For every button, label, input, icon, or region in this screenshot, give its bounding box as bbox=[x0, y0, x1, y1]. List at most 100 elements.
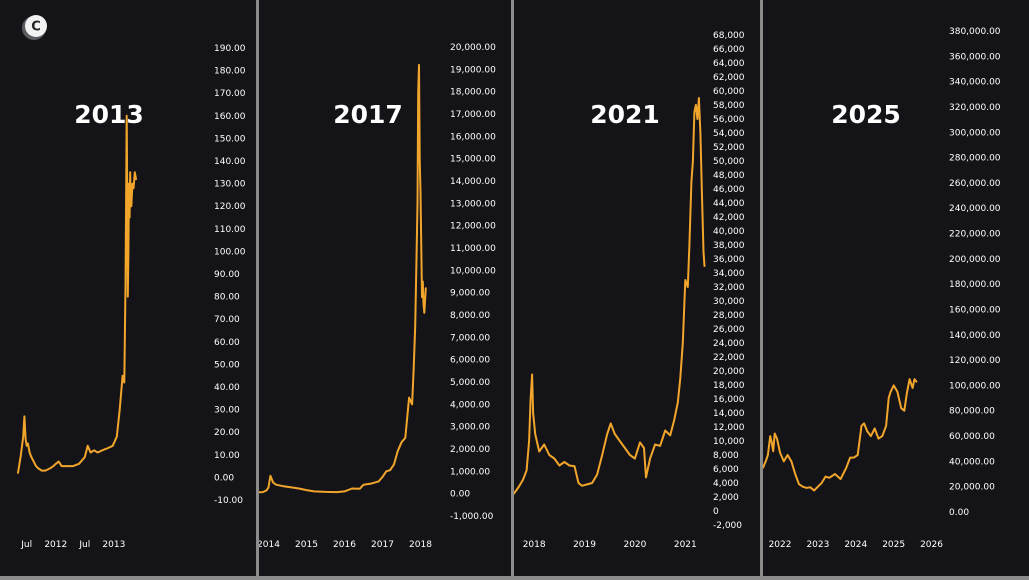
y-tick-label: 12,000.00 bbox=[450, 222, 496, 232]
y-tick-label: 20,000.00 bbox=[450, 43, 496, 53]
y-tick-label: 13,000.00 bbox=[450, 199, 496, 209]
y-tick-label: 240,000.00 bbox=[949, 204, 1001, 214]
y-tick-label: 46,000 bbox=[713, 185, 745, 195]
y-tick-label: 150.00 bbox=[214, 134, 246, 144]
y-tick-label: 160,000.00 bbox=[949, 305, 1001, 315]
y-tick-label: 90.00 bbox=[214, 270, 240, 280]
y-tick-label: 24,000 bbox=[713, 339, 745, 349]
y-tick-label: 340,000.00 bbox=[949, 78, 1001, 88]
y-tick-label: 320,000.00 bbox=[949, 103, 1001, 113]
chart-panel-2021: 2021 -2,000 0 2,000 4,000 6,000 8,000 10,000 12,… bbox=[514, 31, 745, 550]
y-tick-label: 54,000 bbox=[713, 129, 745, 139]
y-tick-label: 10.00 bbox=[214, 451, 240, 461]
y-tick-label: 30.00 bbox=[214, 406, 240, 416]
y-tick-label: 140.00 bbox=[214, 157, 246, 167]
y-tick-label: 8,000.00 bbox=[450, 311, 490, 321]
y-tick-label: 52,000 bbox=[713, 143, 745, 153]
x-tick-label: 2026 bbox=[920, 540, 943, 550]
y-tick-label: 300,000.00 bbox=[949, 128, 1001, 138]
y-tick-label: 68,000 bbox=[713, 31, 745, 41]
y-tick-label: 80,000.00 bbox=[949, 407, 995, 417]
y-tick-label: 120,000.00 bbox=[949, 356, 1001, 366]
chart-title: 2013 bbox=[74, 100, 144, 129]
y-tick-label: 130.00 bbox=[214, 180, 246, 190]
chart-title: 2021 bbox=[590, 100, 660, 129]
y-tick-label: 30,000 bbox=[713, 297, 745, 307]
y-tick-label: 60,000.00 bbox=[949, 432, 995, 442]
y-tick-label: 2,000 bbox=[713, 493, 739, 503]
y-tick-label: 0.00 bbox=[450, 490, 470, 500]
y-tick-label: 1,000.00 bbox=[450, 467, 490, 477]
x-tick-label: 2024 bbox=[844, 540, 867, 550]
bottom-bar bbox=[0, 576, 1029, 580]
y-tick-label: 160.00 bbox=[214, 112, 246, 122]
panel-divider bbox=[511, 0, 514, 576]
y-tick-label: 190.00 bbox=[214, 44, 246, 54]
logo-glyph: C bbox=[31, 20, 41, 35]
chart-title: 2025 bbox=[831, 100, 901, 129]
y-tick-label: 48,000 bbox=[713, 171, 745, 181]
y-tick-label: 220,000.00 bbox=[949, 230, 1001, 240]
price-series-line bbox=[763, 378, 918, 492]
x-tick-label: 2023 bbox=[806, 540, 829, 550]
y-tick-label: 42,000 bbox=[713, 213, 745, 223]
y-tick-label: 22,000 bbox=[713, 353, 745, 363]
copyright-logo-icon: C bbox=[22, 15, 47, 40]
y-tick-label: 180,000.00 bbox=[949, 280, 1001, 290]
y-tick-label: 140,000.00 bbox=[949, 331, 1001, 341]
y-tick-label: 4,000 bbox=[713, 479, 739, 489]
y-tick-label: 20,000.00 bbox=[949, 483, 995, 493]
y-tick-label: 15,000.00 bbox=[450, 155, 496, 165]
y-tick-label: 7,000.00 bbox=[450, 333, 490, 343]
x-tick-label: 2016 bbox=[333, 540, 356, 550]
y-tick-label: 60,000 bbox=[713, 87, 745, 97]
y-tick-label: 17,000.00 bbox=[450, 110, 496, 120]
y-tick-label: 16,000.00 bbox=[450, 132, 496, 142]
x-tick-label: 2018 bbox=[523, 540, 546, 550]
x-tick-label: 2013 bbox=[102, 540, 125, 550]
y-tick-label: 80.00 bbox=[214, 293, 240, 303]
x-tick-label: Jul bbox=[20, 540, 32, 550]
y-tick-label: 200,000.00 bbox=[949, 255, 1001, 265]
x-tick-label: Jul bbox=[78, 540, 90, 550]
y-tick-label: 5,000.00 bbox=[450, 378, 490, 388]
y-tick-label: 110.00 bbox=[214, 225, 246, 235]
y-tick-label: 19,000.00 bbox=[450, 65, 496, 75]
x-tick-label: 2014 bbox=[259, 540, 280, 550]
y-tick-label: 60.00 bbox=[214, 338, 240, 348]
y-tick-label: 62,000 bbox=[713, 73, 745, 83]
chart-panel-2013: 2013 -10.00 0.00 10.00 20.00 30.00 40.00 50.00 6… bbox=[17, 44, 246, 550]
y-tick-label: 0.00 bbox=[214, 473, 234, 483]
y-tick-label: 8,000 bbox=[713, 451, 739, 461]
y-tick-label: 10,000.00 bbox=[450, 266, 496, 276]
x-tick-label: 2022 bbox=[769, 540, 792, 550]
y-tick-label: 4,000.00 bbox=[450, 400, 490, 410]
y-tick-label: -1,000.00 bbox=[450, 512, 494, 522]
y-tick-label: 9,000.00 bbox=[450, 289, 490, 299]
y-tick-label: 260,000.00 bbox=[949, 179, 1001, 189]
y-tick-label: 280,000.00 bbox=[949, 154, 1001, 164]
y-tick-label: 180.00 bbox=[214, 67, 246, 77]
y-tick-label: 10,000 bbox=[713, 437, 745, 447]
x-tick-label: 2015 bbox=[295, 540, 318, 550]
y-tick-label: 64,000 bbox=[713, 59, 745, 69]
y-tick-label: 20.00 bbox=[214, 428, 240, 438]
y-tick-label: 34,000 bbox=[713, 269, 745, 279]
chart-title: 2017 bbox=[333, 100, 403, 129]
x-tick-label: 2018 bbox=[409, 540, 432, 550]
x-tick-label: 2017 bbox=[371, 540, 394, 550]
y-tick-label: 0.00 bbox=[949, 508, 969, 518]
panel-divider bbox=[760, 0, 763, 576]
price-series-line bbox=[17, 114, 137, 474]
y-tick-label: 26,000 bbox=[713, 325, 745, 335]
x-tick-label: 2021 bbox=[674, 540, 697, 550]
y-tick-label: 28,000 bbox=[713, 311, 745, 321]
y-tick-label: 6,000 bbox=[713, 465, 739, 475]
y-tick-label: 40,000.00 bbox=[949, 457, 995, 467]
price-series-line bbox=[514, 97, 706, 495]
y-tick-label: 100,000.00 bbox=[949, 381, 1001, 391]
y-tick-label: 0 bbox=[713, 507, 719, 517]
x-tick-label: 2025 bbox=[882, 540, 905, 550]
y-tick-label: 170.00 bbox=[214, 89, 246, 99]
